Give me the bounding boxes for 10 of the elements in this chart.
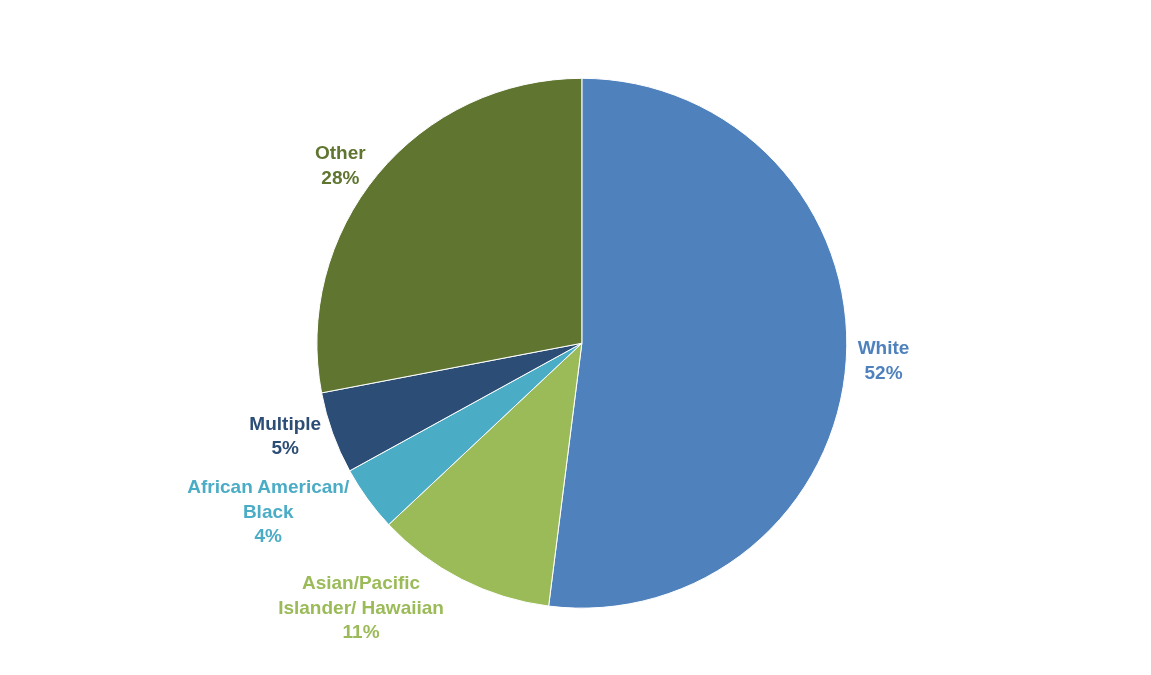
slice-label: White — [857, 337, 910, 359]
data-label: 4% — [254, 525, 283, 547]
data-label: 28% — [321, 166, 360, 188]
data-label: 11% — [342, 621, 380, 643]
data-label: 52% — [864, 361, 903, 383]
slice-label: Other — [314, 142, 367, 164]
slice-label: Multiple — [249, 412, 322, 434]
slice-label: Asian/Pacific Islander/ Hawaiian — [278, 572, 444, 618]
slice-label: African American/ Black — [187, 475, 350, 522]
data-label: 5% — [271, 437, 300, 459]
